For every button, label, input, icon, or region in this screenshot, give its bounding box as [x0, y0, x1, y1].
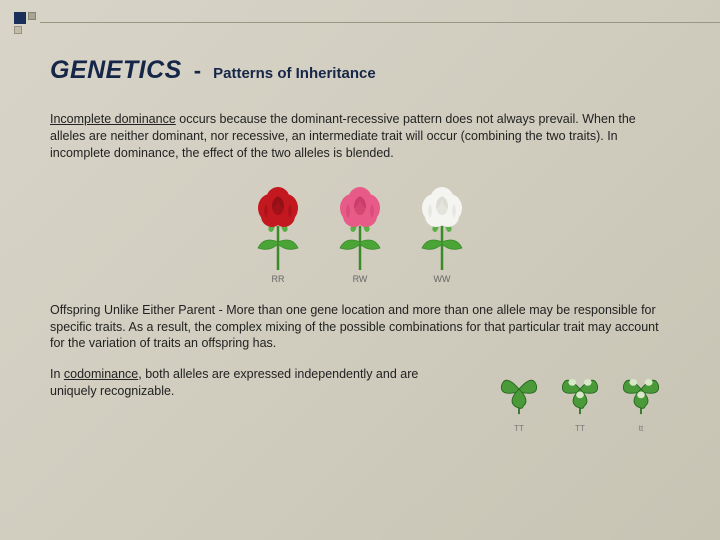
paragraph-codominance: In codominance, both alleles are express… — [50, 366, 466, 400]
codominance-prefix: In — [50, 367, 64, 381]
paragraph-incomplete-dominance: Incomplete dominance occurs because the … — [50, 111, 670, 162]
clover-icon — [553, 364, 607, 418]
codominance-row: In codominance, both alleles are express… — [50, 366, 670, 433]
clover-genotype-label: TT — [551, 424, 609, 433]
title-row: GENETICS - Patterns of Inheritance — [50, 56, 670, 85]
clover-genotype-label: TT — [490, 424, 548, 433]
rose-icon — [324, 176, 396, 272]
clovers-illustration: TT TT tt — [490, 364, 670, 433]
rose-cell: RR — [238, 176, 318, 284]
header-rule — [40, 22, 720, 23]
corner-accent — [14, 12, 36, 34]
rose-genotype-label: RR — [238, 274, 318, 284]
rose-genotype-label: RW — [320, 274, 400, 284]
rose-icon — [242, 176, 314, 272]
rose-genotype-label: WW — [402, 274, 482, 284]
clover-cell: TT — [490, 364, 548, 433]
roses-illustration: RR RW — [50, 176, 670, 284]
clover-cell: TT — [551, 364, 609, 433]
clover-icon — [614, 364, 668, 418]
paragraph-offspring: Offspring Unlike Either Parent - More th… — [50, 302, 670, 353]
rose-cell: WW — [402, 176, 482, 284]
rose-cell: RW — [320, 176, 400, 284]
clover-icon — [492, 364, 546, 418]
rose-icon — [406, 176, 478, 272]
slide-content: GENETICS - Patterns of Inheritance Incom… — [0, 0, 720, 433]
term-codominance: codominance — [64, 367, 138, 381]
term-incomplete-dominance: Incomplete dominance — [50, 112, 176, 126]
title-dash: - — [194, 58, 201, 84]
title-subtitle: Patterns of Inheritance — [213, 65, 376, 82]
title-main: GENETICS — [50, 56, 182, 85]
clover-cell: tt — [612, 364, 670, 433]
clover-genotype-label: tt — [612, 424, 670, 433]
